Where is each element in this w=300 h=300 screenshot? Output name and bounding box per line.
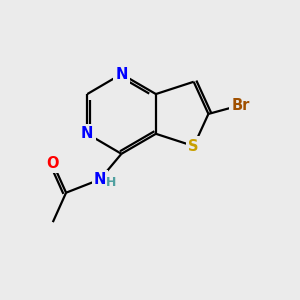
Text: H: H [106, 176, 116, 190]
Text: O: O [46, 156, 59, 171]
Text: S: S [188, 139, 199, 154]
Text: Br: Br [232, 98, 250, 112]
Text: N: N [81, 126, 94, 141]
Text: N: N [94, 172, 106, 187]
Text: N: N [115, 67, 128, 82]
